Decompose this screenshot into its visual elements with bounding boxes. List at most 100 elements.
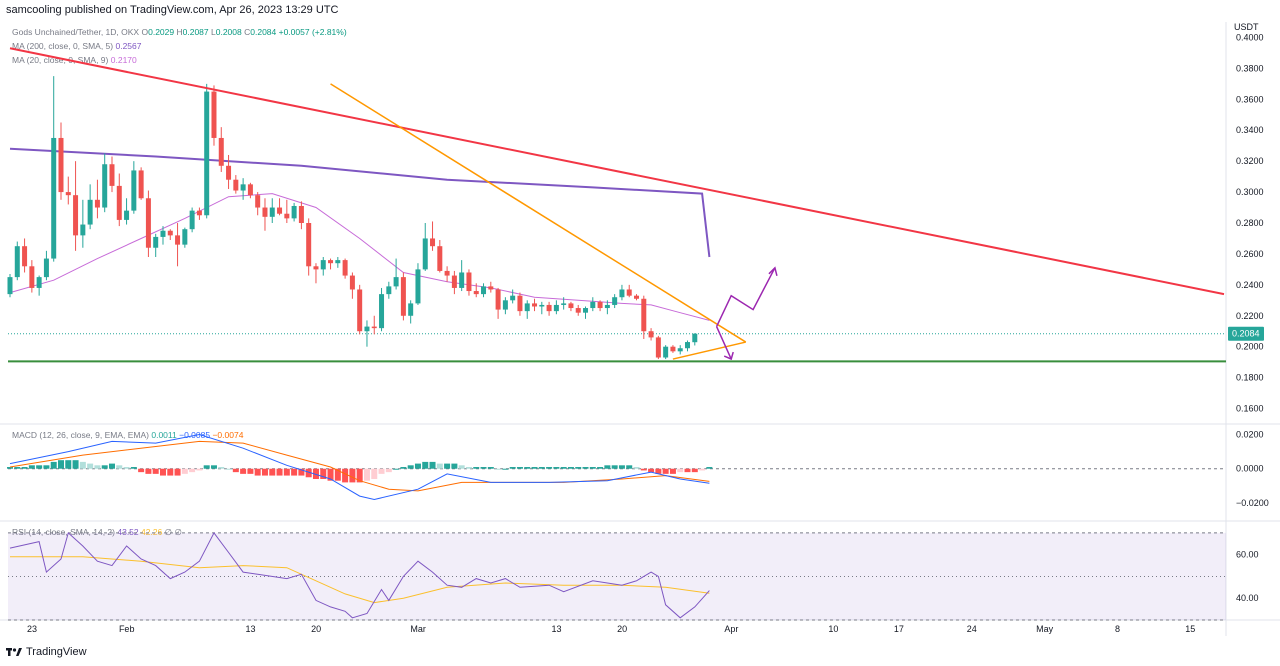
symbol-label: Gods Unchained/Tether, 1D, OKX (12, 27, 140, 37)
candle-body (634, 295, 640, 299)
time-tick-label: 23 (27, 624, 37, 634)
price-tick-label: 0.3800 (1236, 63, 1264, 73)
candle-body (524, 303, 530, 312)
candle-body (328, 260, 334, 264)
macd-histogram-bar (429, 461, 436, 469)
open-value: 0.2029 (148, 27, 175, 37)
macd-histogram-bar (28, 465, 35, 469)
currency-label: USDT (1234, 22, 1259, 32)
time-tick-label: 15 (1185, 624, 1195, 634)
candle-body (451, 275, 457, 288)
macd-histogram-bar (640, 468, 647, 471)
macd-histogram-bar (305, 468, 312, 478)
macd-histogram-bar (487, 467, 494, 469)
candle-body (393, 277, 399, 287)
macd-histogram-bar (422, 461, 429, 469)
macd-histogram-bar (342, 468, 349, 483)
macd-histogram-bar (210, 465, 217, 469)
candle-body (175, 235, 181, 245)
macd-signal-value: −0.0074 (212, 430, 244, 440)
macd-histogram-bar (706, 467, 713, 469)
macd-histogram-bar (363, 468, 370, 481)
tradingview-logo-icon (6, 647, 22, 657)
candle-body (226, 165, 232, 180)
candle-body (575, 308, 581, 313)
candle-body (29, 266, 35, 288)
macd-histogram-bar (21, 467, 28, 469)
macd-histogram-bar (36, 465, 43, 469)
macd-histogram-bar (298, 468, 305, 476)
macd-histogram-bar (436, 463, 443, 469)
time-tick-label: May (1036, 624, 1054, 634)
macd-histogram-bar (444, 463, 451, 469)
candle-body (218, 137, 224, 166)
candle-body (211, 91, 217, 138)
candle-body (306, 223, 312, 267)
legend-ma200-row[interactable]: MA (200, close, 0, SMA, 5) 0.2567 (12, 41, 141, 51)
ma200-value: 0.2567 (115, 41, 142, 51)
candle-body (320, 260, 326, 270)
macd-histogram-bar (473, 467, 480, 469)
macd-histogram-bar (655, 468, 662, 474)
candle-body (604, 304, 610, 309)
price-tick-label: 0.3400 (1236, 125, 1264, 135)
macd-histogram-bar (480, 467, 487, 469)
candle-body (473, 291, 479, 295)
macd-histogram-bar (553, 467, 560, 469)
candle-body (400, 277, 406, 316)
legend-rsi-row[interactable]: RSI (14, close, SMA, 14, 2) 43.52 42.26 … (12, 527, 182, 538)
macd-pane (7, 433, 1226, 501)
footer-brand-label: TradingView (26, 646, 87, 658)
macd-histogram-bar (145, 468, 152, 474)
high-value: 0.2087 (182, 27, 209, 37)
macd-histogram-bar (567, 467, 574, 469)
macd-line (9, 433, 710, 501)
candle-body (502, 300, 508, 310)
legend-symbol-row[interactable]: Gods Unchained/Tether, 1D, OKX O0.2029 H… (12, 27, 347, 37)
macd-histogram-bar (451, 463, 458, 469)
price-tick-label: 0.2200 (1236, 311, 1264, 321)
rsi-ma-value: 42.26 (141, 527, 163, 537)
macd-histogram-bar (225, 468, 232, 470)
candle-body (357, 289, 363, 332)
candle-body (430, 238, 436, 247)
price-badge-label: 0.2084 (1232, 329, 1260, 339)
macd-histogram-bar (371, 468, 378, 479)
macd-histogram-bar (276, 468, 283, 476)
macd-tick-label: −0.0200 (1236, 498, 1269, 508)
macd-histogram-bar (101, 465, 108, 469)
rsi-tick-label: 40.00 (1236, 593, 1259, 603)
macd-histogram-bar (240, 468, 247, 474)
candle-body (131, 170, 137, 211)
price-tick-label: 0.2600 (1236, 249, 1264, 259)
candle-body (87, 199, 93, 225)
candle-body (422, 238, 428, 270)
price-tick-label: 0.3600 (1236, 94, 1264, 104)
macd-histogram-bar (546, 467, 553, 469)
candle-body (14, 246, 20, 278)
macd-histogram-bar (203, 465, 210, 469)
candle-body (597, 301, 603, 309)
candle-body (277, 207, 283, 214)
candle-body (495, 289, 501, 310)
rsi-extra: ∅ ∅ (164, 527, 182, 537)
macd-hist-value: 0.0011 (151, 430, 177, 440)
candle-body (182, 229, 188, 245)
candle-body (670, 346, 676, 352)
candle-body (619, 289, 625, 298)
macd-histogram-bar (79, 461, 86, 469)
macd-histogram-bar (116, 465, 123, 469)
macd-histogram-bar (516, 467, 523, 469)
candle-body (641, 298, 647, 332)
legend-ma20-row[interactable]: MA (20, close, 0, SMA, 9) 0.2170 (12, 55, 137, 65)
candle-body (189, 210, 195, 230)
candle-body (233, 179, 239, 191)
footer-brand[interactable]: TradingView (6, 646, 87, 658)
time-tick-label: Apr (724, 624, 738, 634)
candle-body (7, 277, 13, 295)
macd-histogram-bar (524, 467, 531, 469)
macd-histogram-bar (65, 460, 72, 469)
candle-body (160, 230, 166, 237)
candle-body (415, 269, 421, 304)
